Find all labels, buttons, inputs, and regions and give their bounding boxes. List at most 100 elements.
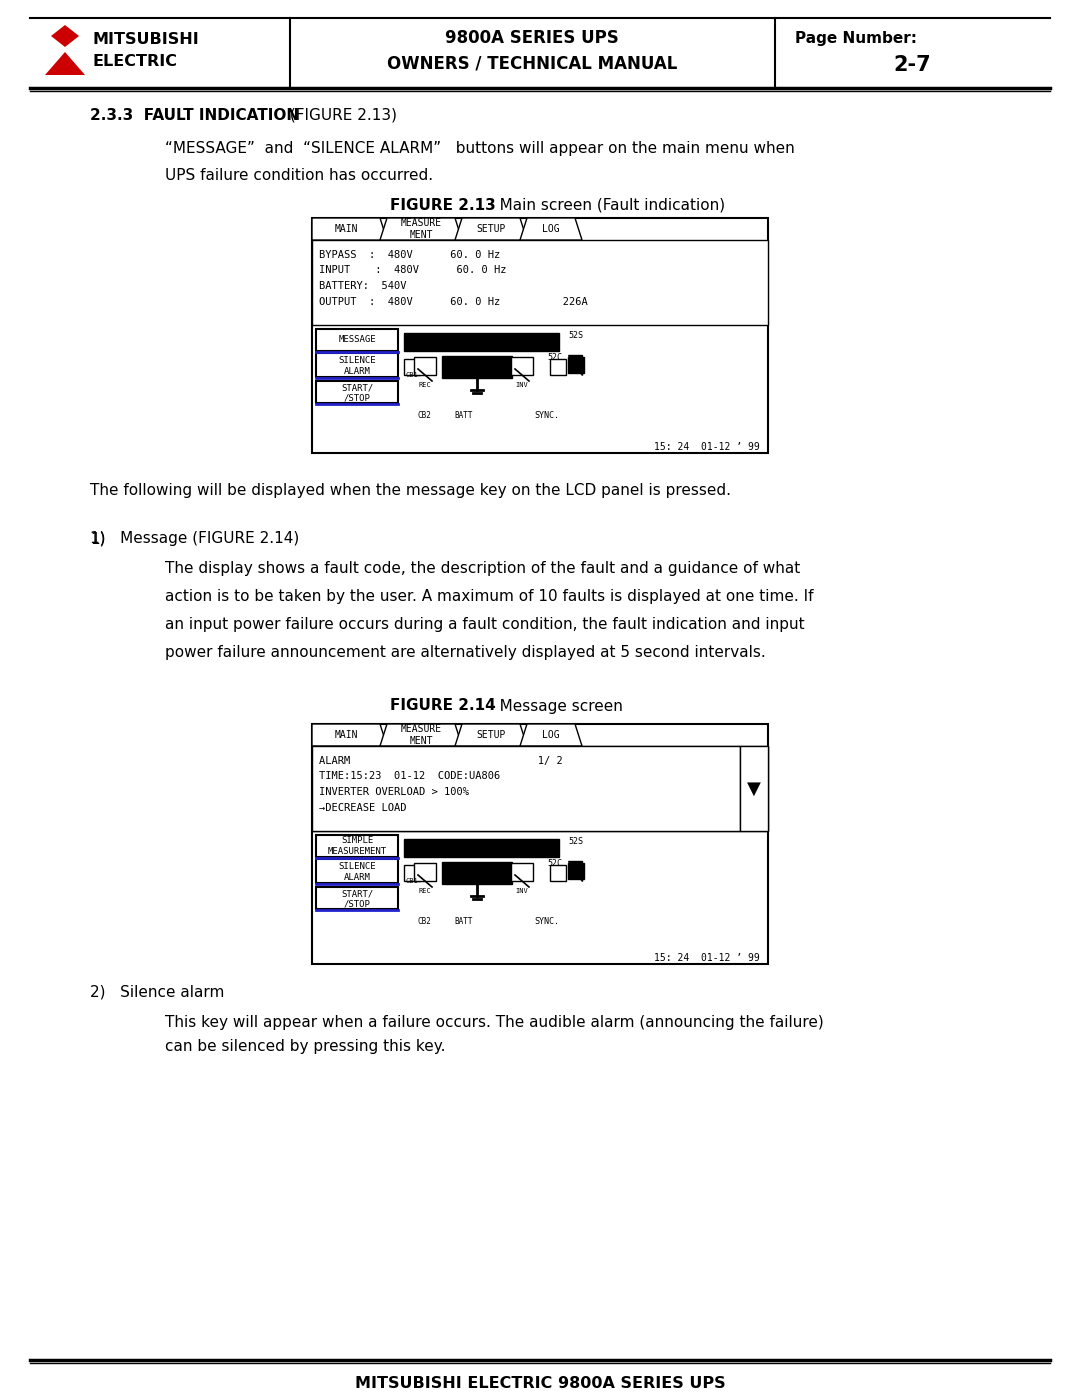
Text: MAIN: MAIN: [334, 224, 357, 235]
Bar: [740, 746, 768, 831]
Text: BATTERY:  540V: BATTERY: 540V: [319, 281, 406, 291]
Polygon shape: [519, 724, 582, 746]
Text: 2.3.3  FAULT INDICATION: 2.3.3 FAULT INDICATION: [90, 108, 299, 123]
Polygon shape: [312, 724, 387, 746]
Text: OUTPUT  :  480V      60. 0 Hz          226A: OUTPUT : 480V 60. 0 Hz 226A: [319, 298, 588, 307]
Text: ▼: ▼: [747, 780, 761, 798]
Text: LOG: LOG: [542, 224, 559, 235]
Text: ELECTRIC: ELECTRIC: [92, 54, 177, 70]
Text: BATT: BATT: [455, 916, 473, 925]
Text: START/
/STOP: START/ /STOP: [341, 890, 373, 908]
Text: an input power failure occurs during a fault condition, the fault indication and: an input power failure occurs during a f…: [165, 617, 805, 633]
Bar: [316, 887, 399, 909]
Text: MITSUBISHI: MITSUBISHI: [92, 32, 199, 47]
Text: CB2: CB2: [417, 411, 431, 419]
Bar: [414, 358, 436, 374]
Polygon shape: [380, 724, 462, 746]
Text: REC: REC: [419, 381, 431, 388]
Text: 15: 24  01-12 ’ 99: 15: 24 01-12 ’ 99: [654, 441, 760, 453]
Text: Message screen: Message screen: [485, 698, 623, 714]
Bar: [414, 863, 436, 882]
Polygon shape: [455, 724, 527, 746]
Text: REC: REC: [419, 888, 431, 894]
Text: SILENCE
ALARM: SILENCE ALARM: [338, 862, 376, 882]
Text: INPUT    :  480V      60. 0 Hz: INPUT : 480V 60. 0 Hz: [319, 265, 507, 275]
Text: SETUP: SETUP: [476, 731, 505, 740]
Text: MAIN: MAIN: [334, 731, 357, 740]
Text: SETUP: SETUP: [476, 224, 505, 235]
Text: 52C: 52C: [546, 352, 562, 362]
Text: MESSAGE: MESSAGE: [338, 335, 376, 345]
Bar: [511, 358, 534, 374]
Bar: [312, 240, 768, 326]
Polygon shape: [312, 218, 387, 240]
Text: 1)   Message (FIGURE 2.14): 1) Message (FIGURE 2.14): [90, 531, 299, 546]
Text: action is to be taken by the user. A maximum of 10 faults is displayed at one ti: action is to be taken by the user. A max…: [165, 590, 813, 605]
Bar: [312, 218, 768, 453]
Text: 2-7: 2-7: [893, 54, 931, 75]
Text: INVERTER OVERLOAD > 100%: INVERTER OVERLOAD > 100%: [319, 787, 469, 798]
Text: MITSUBISHI ELECTRIC 9800A SERIES UPS: MITSUBISHI ELECTRIC 9800A SERIES UPS: [354, 1376, 726, 1391]
Polygon shape: [568, 355, 582, 374]
Text: This key will appear when a failure occurs. The audible alarm (announcing the fa: This key will appear when a failure occu…: [165, 1014, 824, 1030]
Bar: [550, 359, 566, 374]
Bar: [442, 356, 512, 379]
Text: 52S: 52S: [568, 837, 583, 845]
Text: LOG: LOG: [542, 731, 559, 740]
Text: FIGURE 2.13: FIGURE 2.13: [390, 197, 496, 212]
Text: FIGURE 2.14: FIGURE 2.14: [390, 698, 496, 714]
Bar: [316, 330, 399, 351]
Bar: [312, 724, 768, 964]
Bar: [550, 865, 566, 882]
Text: TIME:15:23  01-12  CODE:UA806: TIME:15:23 01-12 CODE:UA806: [319, 771, 500, 781]
Text: The display shows a fault code, the description of the fault and a guidance of w: The display shows a fault code, the desc…: [165, 562, 800, 577]
Text: 9800A SERIES UPS: 9800A SERIES UPS: [445, 29, 619, 47]
Text: ALARM                              1/ 2: ALARM 1/ 2: [319, 756, 563, 766]
Text: CB1: CB1: [406, 877, 418, 884]
Bar: [442, 862, 512, 884]
Bar: [316, 859, 399, 883]
Bar: [568, 358, 584, 373]
Polygon shape: [45, 52, 85, 75]
Text: SIMPLE
MEASUREMENT: SIMPLE MEASUREMENT: [327, 837, 387, 856]
Text: CB2: CB2: [417, 916, 431, 925]
Text: 15: 24  01-12 ’ 99: 15: 24 01-12 ’ 99: [654, 953, 760, 963]
Text: 52C: 52C: [546, 859, 562, 868]
Text: “MESSAGE”  and  “SILENCE ALARM”   buttons will appear on the main menu when: “MESSAGE” and “SILENCE ALARM” buttons wi…: [165, 141, 795, 155]
Bar: [404, 840, 559, 856]
Polygon shape: [568, 861, 582, 882]
Polygon shape: [380, 218, 462, 240]
Bar: [316, 381, 399, 402]
Bar: [312, 746, 740, 831]
Text: 52S: 52S: [568, 331, 583, 339]
Text: MEASURE
MENT: MEASURE MENT: [401, 218, 442, 240]
Text: can be silenced by pressing this key.: can be silenced by pressing this key.: [165, 1039, 446, 1055]
Bar: [568, 863, 584, 879]
Text: 2)   Silence alarm: 2) Silence alarm: [90, 985, 225, 999]
Text: power failure announcement are alternatively displayed at 5 second intervals.: power failure announcement are alternati…: [165, 645, 766, 661]
Text: SYNC.: SYNC.: [535, 411, 559, 419]
Polygon shape: [519, 218, 582, 240]
Text: 1): 1): [90, 531, 106, 546]
Bar: [404, 332, 559, 351]
Text: SYNC.: SYNC.: [535, 916, 559, 925]
Text: INV: INV: [515, 888, 528, 894]
Text: INV: INV: [515, 381, 528, 388]
Bar: [316, 835, 399, 856]
Bar: [316, 353, 399, 377]
Bar: [404, 359, 420, 374]
Text: UPS failure condition has occurred.: UPS failure condition has occurred.: [165, 168, 433, 183]
Bar: [511, 863, 534, 882]
Text: →DECREASE LOAD: →DECREASE LOAD: [319, 803, 406, 813]
Text: START/
/STOP: START/ /STOP: [341, 383, 373, 402]
Bar: [404, 865, 420, 882]
Bar: [312, 746, 768, 831]
Text: MEASURE
MENT: MEASURE MENT: [401, 724, 442, 746]
Text: OWNERS / TECHNICAL MANUAL: OWNERS / TECHNICAL MANUAL: [387, 54, 677, 73]
Text: Main screen (Fault indication): Main screen (Fault indication): [485, 197, 725, 212]
Text: CB1: CB1: [406, 372, 418, 379]
Text: The following will be displayed when the message key on the LCD panel is pressed: The following will be displayed when the…: [90, 483, 731, 499]
Text: BATT: BATT: [455, 411, 473, 419]
Polygon shape: [455, 218, 527, 240]
Polygon shape: [51, 25, 79, 47]
